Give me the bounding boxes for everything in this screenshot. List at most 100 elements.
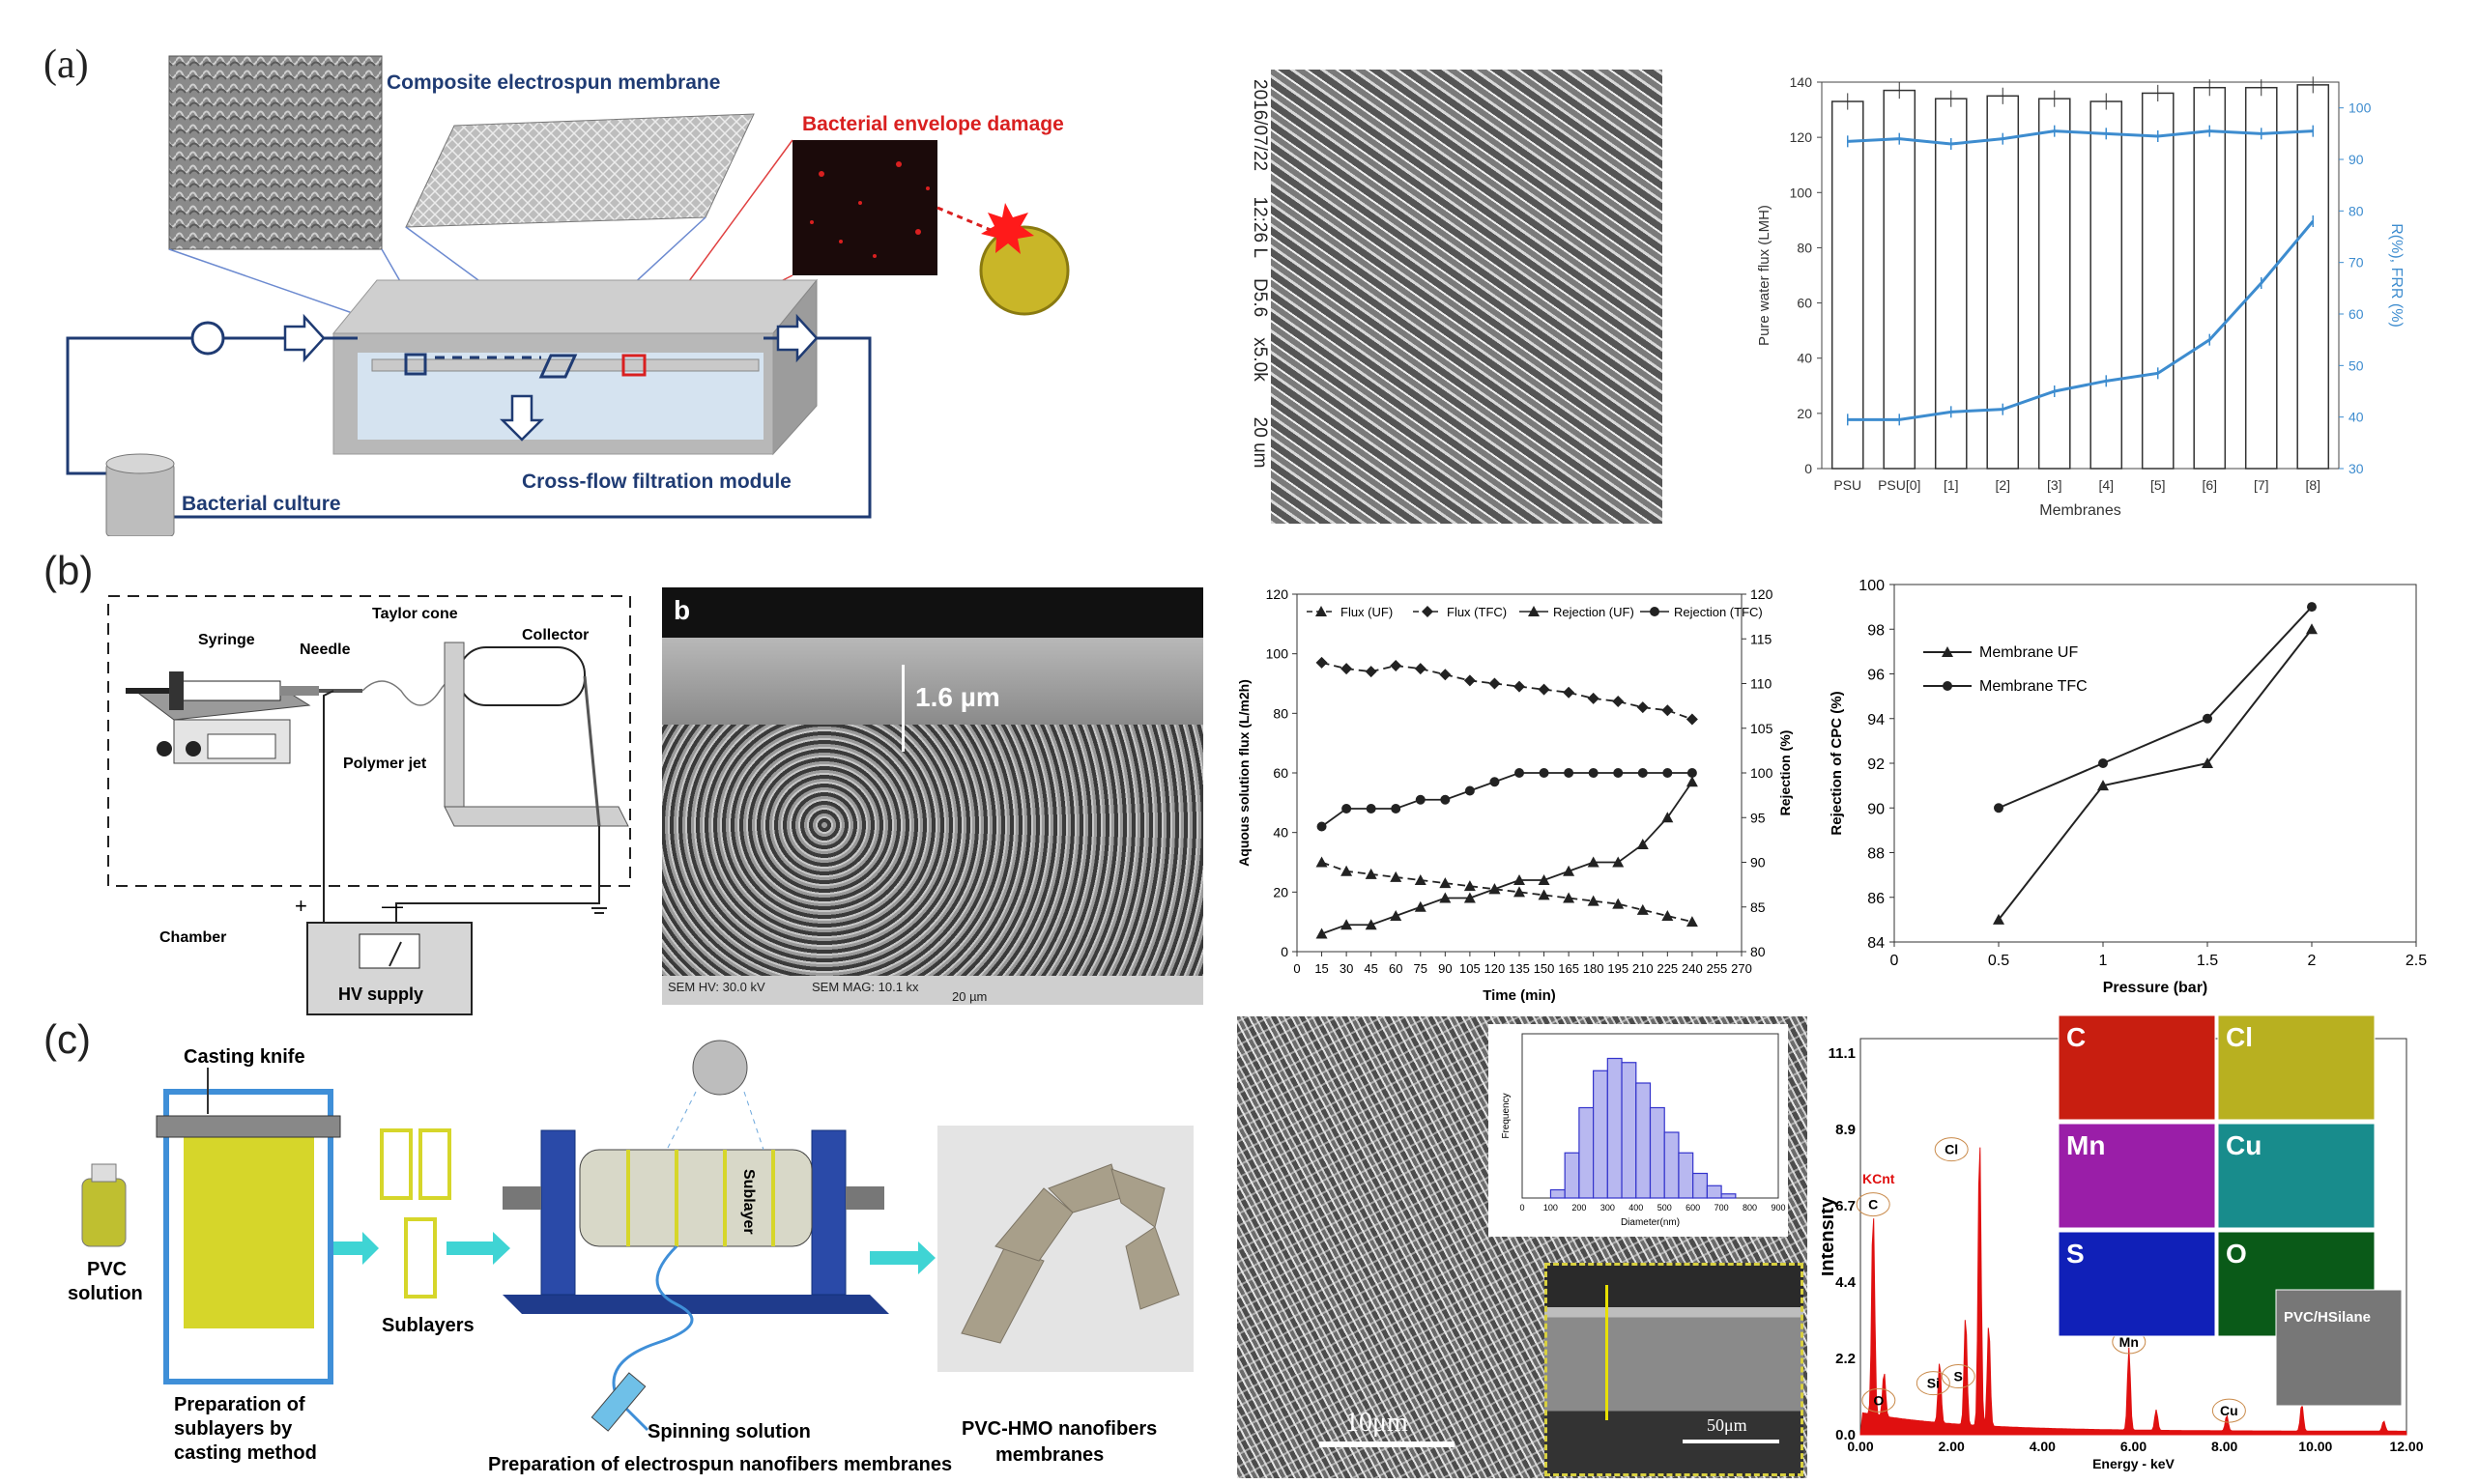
syringe — [173, 680, 281, 701]
flux-bar — [2089, 100, 2123, 470]
spinning-drum — [579, 1149, 813, 1247]
plus-sign: + — [295, 894, 307, 918]
electrospun-mat-illustration — [405, 113, 755, 228]
x-axis-label: Diameter(nm) — [1621, 1217, 1680, 1228]
peak-label: Mn — [2119, 1334, 2139, 1350]
x-tick-label: 1.5 — [2197, 953, 2218, 969]
thickness-label: 1.6 µm — [915, 682, 1000, 712]
sem-wd: D5.6 — [1250, 278, 1270, 318]
y-tick-label: 84 — [1867, 935, 1885, 952]
plot-frame — [1821, 81, 2340, 470]
series-marker — [1587, 692, 1599, 704]
x-tick-label: [6] — [2202, 477, 2217, 493]
series-marker — [1414, 874, 1426, 885]
series-marker — [2203, 713, 2212, 724]
series-marker — [1538, 874, 1550, 885]
y-axis-label: Aquous solution flux (L/m2h) — [1236, 679, 1252, 867]
x-tick-label: 600 — [1686, 1203, 1700, 1213]
x-tick-label: 2.00 — [1939, 1439, 1965, 1454]
x-tick-label: 800 — [1743, 1203, 1757, 1213]
series-marker — [1439, 892, 1452, 903]
peak-label-ring — [1856, 1192, 1890, 1217]
y2-tick-label: 85 — [1750, 899, 1766, 915]
series-line — [1998, 628, 2313, 921]
damage-speckle — [810, 161, 930, 258]
series-marker — [1563, 686, 1575, 699]
y-axis-label: Pure water flux (LMH) — [1756, 205, 1772, 346]
product-line2: membranes — [995, 1444, 1104, 1466]
skin-layer — [662, 638, 1203, 725]
element-map — [2217, 1123, 2376, 1229]
series-line — [1321, 861, 1693, 924]
inset-scale: 50μm — [1707, 1415, 1747, 1435]
peak-label-ring — [1941, 1364, 1975, 1389]
x-tick-label: 45 — [1364, 961, 1377, 976]
legend-entry: Membrane TFC — [1979, 678, 2088, 695]
x-tick-label: [2] — [1995, 477, 2010, 493]
rejection-line — [1847, 129, 2314, 146]
panel-c-label: (c) — [43, 1016, 91, 1062]
series-marker — [1463, 880, 1476, 892]
sem-letter: b — [674, 595, 691, 625]
x-tick-label: 2.5 — [2406, 953, 2427, 969]
diameter-histogram: 0 100 200 300 400 500 600 700 800 900 Diameter(nm)… — [1488, 1024, 1788, 1237]
cross-section-inset: 50μm — [1544, 1263, 1803, 1476]
y2-tick-label: 50 — [2348, 357, 2364, 373]
y-tick-label: 90 — [1867, 801, 1885, 817]
series-marker — [1440, 794, 1451, 805]
series-marker — [1513, 886, 1525, 898]
y-tick-label: 20 — [1797, 406, 1812, 421]
series-marker — [1993, 913, 2004, 925]
element-map-label: Cu — [2226, 1130, 2262, 1160]
sem-time: 12:26 L — [1250, 196, 1270, 258]
minus-sign: — — [382, 894, 403, 918]
series-marker — [1341, 804, 1352, 813]
series-marker — [2307, 602, 2317, 613]
sem-scale-b: 20 µm — [952, 989, 988, 1004]
series-marker — [2306, 623, 2318, 635]
histogram-bar — [1692, 1172, 1708, 1199]
sample-sem-thumbnail — [2275, 1289, 2403, 1407]
series-marker — [1390, 660, 1402, 671]
x-tick-label: 165 — [1558, 961, 1579, 976]
hv-supply-label: HV supply — [338, 985, 423, 1004]
series-marker — [1538, 889, 1550, 900]
flow-arrow-in — [283, 313, 326, 363]
series-marker — [1488, 883, 1501, 895]
polymer-jet-label: Polymer jet — [343, 756, 427, 772]
series-marker — [1588, 768, 1599, 778]
series-marker — [1390, 870, 1402, 882]
series-marker — [1538, 683, 1550, 696]
series-marker — [1661, 910, 1674, 921]
chamber-label: Chamber — [159, 929, 226, 946]
panel-c-diagram: (c) Casting knife PVC solution Preparati… — [43, 1016, 1194, 1475]
y-tick-label: 100 — [1790, 185, 1813, 200]
series-marker — [1439, 877, 1452, 889]
x-tick-label: 900 — [1771, 1203, 1785, 1213]
y-tick-label: 96 — [1867, 668, 1885, 684]
y2-tick-label: 60 — [2348, 306, 2364, 322]
element-map-label: Mn — [2066, 1130, 2105, 1160]
series-marker — [1563, 865, 1575, 876]
spinning-syringe — [591, 1372, 647, 1432]
y2-tick-label: 110 — [1750, 676, 1772, 692]
peak-label-ring — [1861, 1387, 1896, 1413]
series-marker — [1612, 898, 1625, 909]
series-marker — [1315, 928, 1328, 939]
y-tick-label: 0 — [1804, 461, 1812, 476]
x-tick-label: 0 — [1890, 953, 1899, 969]
series-marker — [1539, 768, 1549, 778]
x-axis-label: Membranes — [2039, 502, 2120, 519]
y2-axis-label: Rejection (%) — [1777, 730, 1793, 816]
x-tick-label: [8] — [2305, 477, 2320, 493]
flux-bar — [2037, 98, 2071, 470]
series-marker — [1636, 903, 1649, 915]
legend-entry: Flux (UF) — [1340, 605, 1393, 619]
porous-sublayer — [662, 725, 1203, 976]
chart-rejection-pressure: 84 86 88 90 92 94 96 98 100 0 0.5 1 1.5 2 2.5 Membrane … — [1829, 580, 2427, 996]
syringe-label: Syringe — [198, 632, 255, 648]
x-tick-label: 12.00 — [2389, 1439, 2423, 1454]
series-marker — [1463, 674, 1476, 687]
y-tick-label: 40 — [1273, 825, 1288, 841]
needle-label: Needle — [300, 642, 351, 658]
